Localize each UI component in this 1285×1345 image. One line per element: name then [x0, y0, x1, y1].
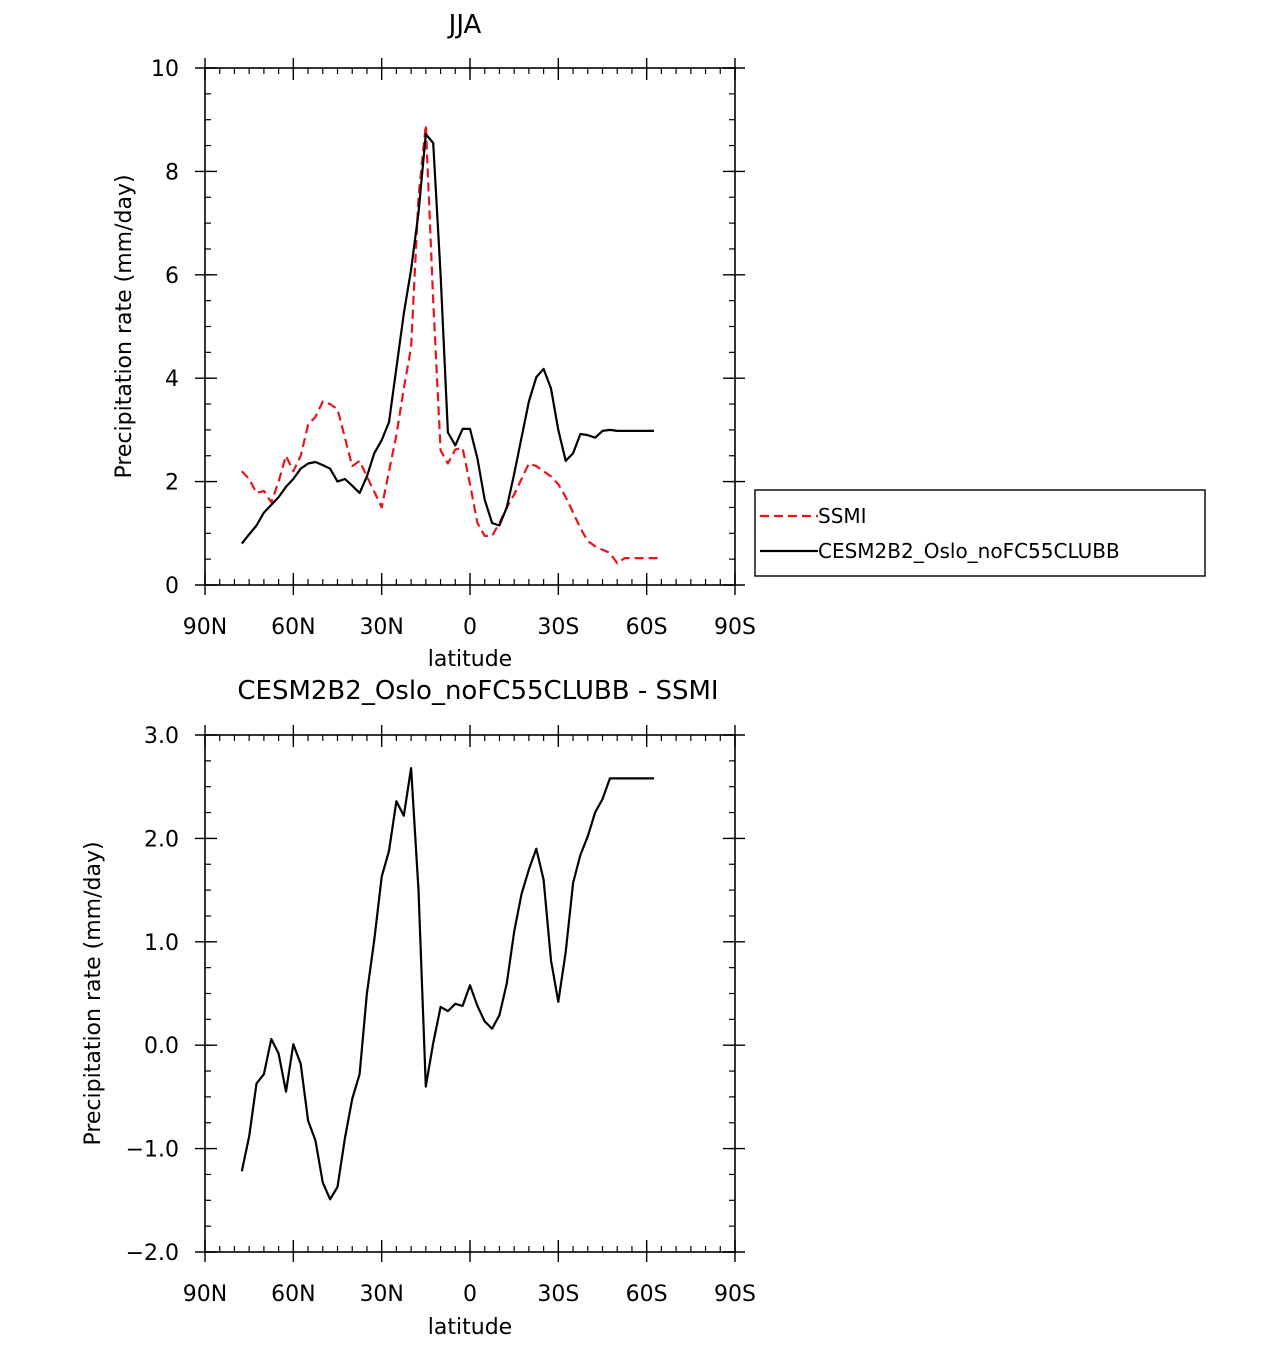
y-tick-label: −1.0 — [126, 1138, 179, 1163]
legend: SSMI CESM2B2_Oslo_noFC55CLUBB — [754, 489, 1206, 577]
x-tick-label: 30N — [359, 1282, 403, 1307]
legend-label: CESM2B2_Oslo_noFC55CLUBB — [818, 539, 1120, 563]
y-tick-label: 2 — [165, 471, 179, 496]
plot-frame — [204, 67, 736, 586]
series-line-cesm2b2-oslo-nofc55clubb — [240, 133, 654, 545]
y-tick-label: 4 — [165, 367, 179, 392]
x-axis-label: latitude — [428, 1315, 512, 1340]
y-tick-label: 6 — [165, 264, 179, 289]
panel-top: JJA 90N 60N 30N 0 30S 60S 90S 0 2 4 6 8 10 latitude Pre… — [112, 10, 756, 672]
y-tick-label: 10 — [151, 57, 179, 82]
x-tick-label: 60N — [271, 1282, 315, 1307]
series-line-difference — [240, 766, 654, 1201]
legend-label: SSMI — [818, 504, 867, 528]
y-tick-label: −2.0 — [126, 1241, 179, 1266]
x-tick-label: 0 — [463, 1282, 477, 1307]
x-tick-label: 90S — [714, 1282, 756, 1307]
x-tick-label: 60S — [626, 615, 668, 640]
y-tick-label: 3.0 — [144, 724, 179, 749]
panel-bottom: CESM2B2_Oslo_noFC55CLUBB - SSMI 90N 60N 30N… — [81, 676, 756, 1340]
x-tick-label: 60N — [271, 615, 315, 640]
plot-frame — [204, 734, 736, 1253]
x-tick-label: 0 — [463, 615, 477, 640]
x-tick-label: 30S — [537, 615, 579, 640]
x-tick-label: 60S — [626, 1282, 668, 1307]
x-axis-label: latitude — [428, 647, 512, 672]
y-tick-label: 2.0 — [144, 827, 179, 852]
x-tick-label: 30S — [537, 1282, 579, 1307]
y-tick-label: 8 — [165, 160, 179, 185]
y-tick-label: 0.0 — [144, 1034, 179, 1059]
y-axis-label: Precipitation rate (mm/day) — [112, 174, 137, 478]
x-tick-label: 30N — [359, 615, 403, 640]
x-tick-label: 90N — [183, 1282, 227, 1307]
y-tick-label: 0 — [165, 574, 179, 599]
y-tick-label: 1.0 — [144, 931, 179, 956]
chart-title: JJA — [447, 10, 482, 40]
x-tick-label: 90N — [183, 615, 227, 640]
legend-box — [754, 489, 1206, 577]
chart-title: CESM2B2_Oslo_noFC55CLUBB - SSMI — [237, 676, 718, 706]
x-tick-label: 90S — [714, 615, 756, 640]
y-axis-label: Precipitation rate (mm/day) — [81, 841, 106, 1145]
series-line-ssmi — [241, 123, 662, 565]
